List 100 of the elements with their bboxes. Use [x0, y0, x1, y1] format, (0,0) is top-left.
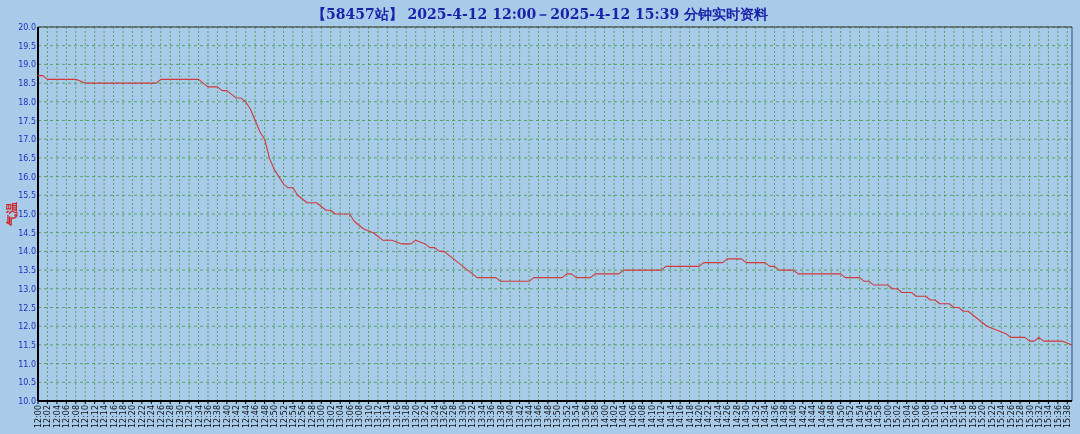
y-tick-label: 12.0 — [18, 322, 36, 332]
x-tick-label: 12:26 — [156, 405, 166, 429]
x-tick-label: 14:30 — [742, 405, 752, 429]
x-tick-label: 12:24 — [147, 405, 157, 429]
y-tick-label: 10.0 — [18, 397, 36, 406]
y-tick-label: 10.5 — [18, 378, 36, 388]
x-tick-label: 14:04 — [619, 405, 629, 429]
x-tick-label: 12:22 — [137, 405, 147, 429]
x-tick-label: 12:16 — [109, 405, 119, 429]
x-tick-label: 14:58 — [874, 405, 884, 429]
x-tick-label: 14:54 — [855, 405, 865, 429]
x-tick-label: 12:46 — [251, 405, 261, 429]
x-tick-label: 15:28 — [1016, 405, 1026, 429]
x-tick-label: 13:22 — [421, 405, 431, 429]
x-tick-label: 12:42 — [232, 405, 242, 429]
x-tick-label: 14:48 — [827, 405, 837, 429]
x-tick-label: 13:36 — [487, 405, 497, 429]
x-tick-label: 15:04 — [902, 405, 912, 429]
y-tick-label: 18.0 — [18, 97, 36, 107]
x-tick-label: 14:34 — [761, 405, 771, 429]
x-tick-label: 13:32 — [468, 405, 478, 429]
x-tick-label: 13:44 — [525, 405, 535, 429]
x-tick-label: 13:48 — [543, 405, 553, 429]
x-tick-label: 13:26 — [440, 405, 450, 429]
x-tick-label: 13:08 — [355, 405, 365, 429]
x-tick-label: 14:16 — [676, 405, 686, 429]
x-tick-label: 14:50 — [836, 405, 846, 429]
x-tick-label: 14:44 — [808, 405, 818, 429]
x-tick-label: 15:00 — [883, 405, 893, 429]
x-tick-label: 15:26 — [1006, 405, 1016, 429]
y-tick-label: 20.0 — [18, 23, 36, 32]
x-tick-label: 13:28 — [449, 405, 459, 429]
x-tick-label: 13:06 — [345, 405, 355, 429]
x-tick-label: 15:36 — [1053, 405, 1063, 429]
x-tick-label: 15:30 — [1025, 405, 1035, 429]
x-tick-label: 15:32 — [1034, 405, 1044, 429]
x-tick-label: 14:24 — [713, 405, 723, 429]
y-tick-label: 14.0 — [18, 247, 36, 257]
y-tick-label: 17.5 — [18, 116, 36, 126]
x-tick-label: 14:18 — [685, 405, 695, 429]
x-tick-label: 13:52 — [562, 405, 572, 429]
x-tick-label: 13:00 — [317, 405, 327, 429]
x-tick-label: 14:28 — [732, 405, 742, 429]
y-tick-label: 11.5 — [18, 340, 36, 350]
x-tick-label: 13:38 — [496, 405, 506, 429]
x-tick-label: 14:38 — [779, 405, 789, 429]
x-tick-label: 14:56 — [864, 405, 874, 429]
x-tick-label: 12:32 — [185, 405, 195, 429]
x-tick-label: 13:16 — [392, 405, 402, 429]
x-tick-label: 15:38 — [1063, 405, 1073, 429]
x-tick-label: 12:18 — [118, 405, 128, 429]
y-tick-label: 16.5 — [18, 153, 36, 163]
x-tick-label: 13:42 — [515, 405, 525, 429]
x-tick-label: 15:18 — [968, 405, 978, 429]
chart-title: 【58457站】 2025-4-12 12:00－2025-4-12 15:39 分钟实时资料 — [311, 6, 769, 22]
y-tick-label: 11.0 — [18, 359, 36, 369]
x-tick-label: 12:12 — [90, 405, 100, 429]
x-tick-label: 12:00 — [34, 405, 43, 429]
x-tick-label: 13:50 — [553, 405, 563, 429]
x-tick-label: 12:04 — [52, 405, 62, 429]
y-tick-label: 14.5 — [18, 228, 36, 238]
x-tick-label: 12:36 — [203, 405, 213, 429]
x-tick-label: 14:52 — [846, 405, 856, 429]
x-tick-label: 12:52 — [279, 405, 289, 429]
x-tick-label: 15:02 — [893, 405, 903, 429]
y-tick-label: 17.0 — [18, 135, 36, 145]
y-axis-title: 气温 — [5, 202, 19, 227]
y-tick-label: 19.5 — [18, 41, 36, 51]
x-tick-label: 13:24 — [430, 405, 440, 429]
x-tick-label: 13:04 — [336, 405, 346, 429]
x-tick-label: 12:38 — [213, 405, 223, 429]
x-tick-label: 13:14 — [383, 405, 393, 429]
line-series — [37, 75, 1073, 346]
x-tick-label: 14:12 — [657, 405, 667, 429]
x-tick-label: 14:22 — [704, 405, 714, 429]
x-tick-label: 14:32 — [751, 405, 761, 429]
x-tick-label: 12:10 — [81, 405, 91, 429]
x-tick-label: 14:26 — [723, 405, 733, 429]
x-tick-label: 15:24 — [997, 405, 1007, 429]
x-tick-label: 15:14 — [949, 405, 959, 429]
x-tick-label: 12:20 — [128, 405, 138, 429]
x-tick-label: 13:10 — [364, 405, 374, 429]
x-tick-label: 15:08 — [921, 405, 931, 429]
x-tick-label: 15:10 — [931, 405, 941, 429]
y-tick-label: 13.0 — [18, 284, 36, 294]
x-tick-label: 12:40 — [222, 405, 232, 429]
x-tick-label: 15:16 — [959, 405, 969, 429]
x-tick-label: 13:18 — [402, 405, 412, 429]
x-tick-label: 14:20 — [695, 405, 704, 429]
x-tick-label: 12:28 — [166, 405, 176, 429]
x-tick-label: 13:02 — [326, 405, 336, 429]
x-tick-label: 13:46 — [534, 405, 544, 429]
x-tick-label: 13:54 — [572, 405, 582, 429]
x-tick-label: 12:48 — [260, 405, 270, 429]
x-tick-label: 13:30 — [458, 405, 468, 429]
y-tick-label: 15.5 — [18, 191, 36, 201]
x-tick-label: 12:58 — [307, 405, 317, 429]
x-tick-label: 14:40 — [789, 405, 799, 429]
x-tick-label: 15:20 — [978, 405, 988, 429]
x-tick-label: 14:00 — [600, 405, 610, 429]
